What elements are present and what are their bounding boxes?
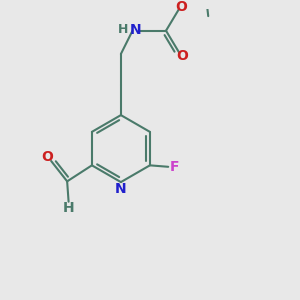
Text: H: H (118, 23, 128, 36)
Text: O: O (176, 0, 188, 14)
Text: F: F (170, 160, 179, 174)
Text: N: N (130, 23, 141, 37)
Text: H: H (63, 201, 74, 214)
Text: O: O (177, 49, 188, 63)
Text: N: N (115, 182, 127, 197)
Text: O: O (41, 150, 53, 164)
